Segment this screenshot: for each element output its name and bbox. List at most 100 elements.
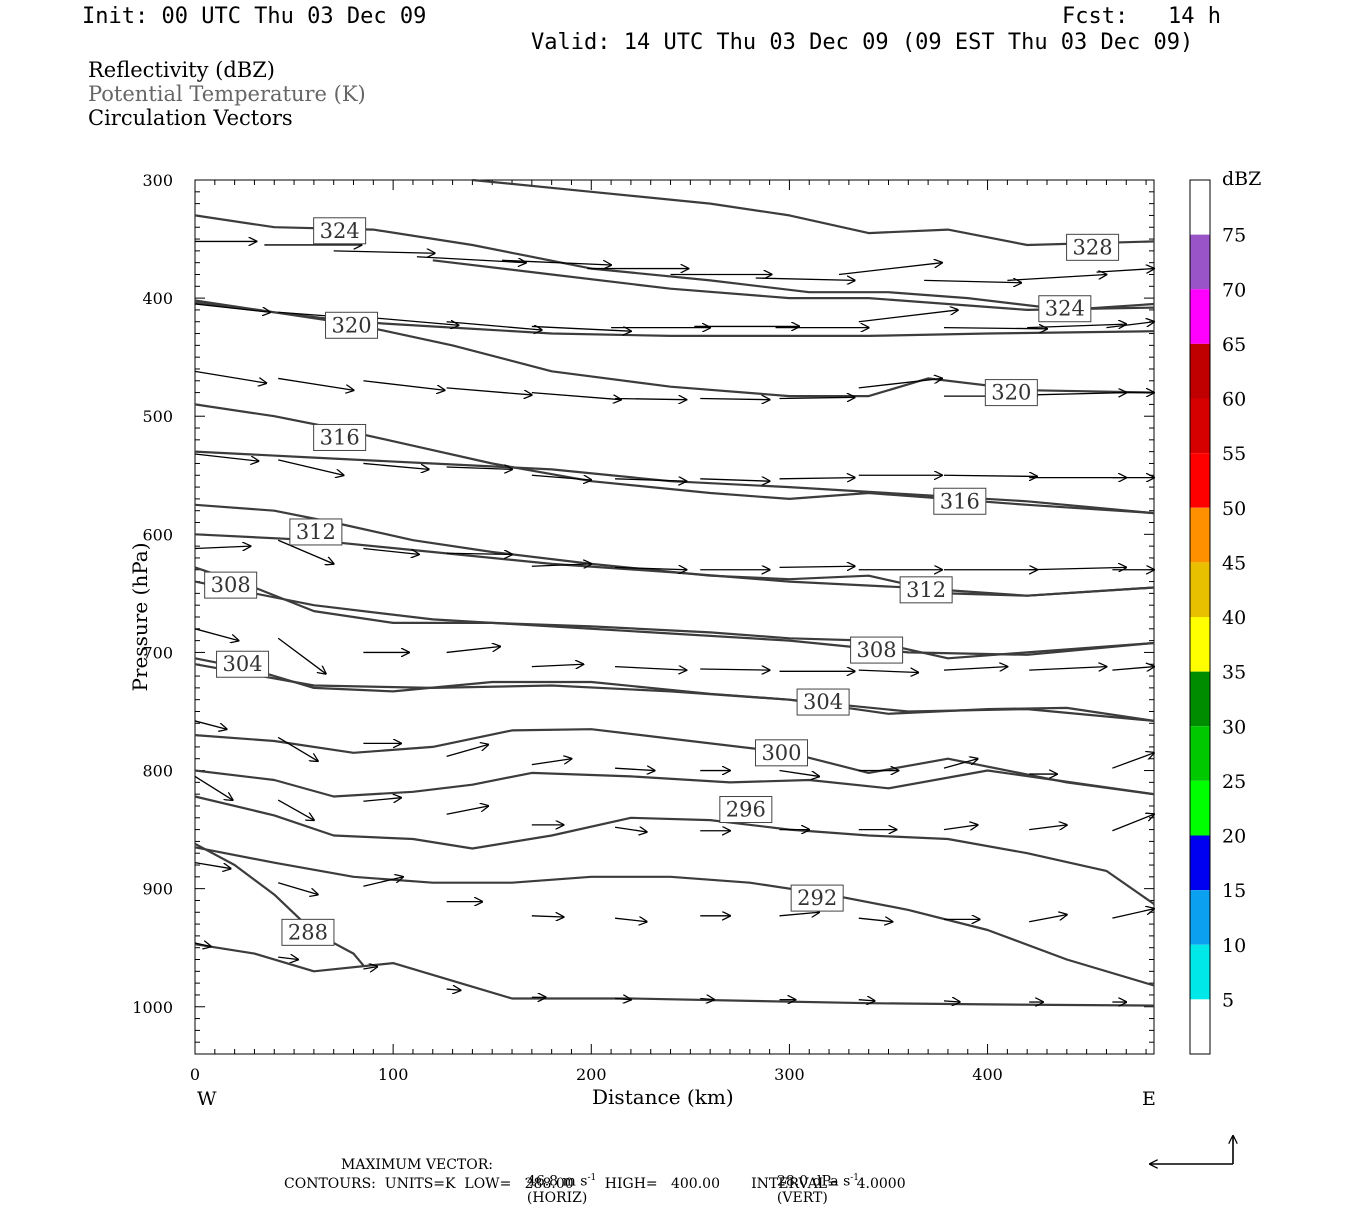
circulation-vector	[531, 916, 564, 917]
forecast-label: Fcst:	[1062, 4, 1129, 29]
legend-potential-temperature: Potential Temperature (K)	[88, 82, 366, 106]
circulation-vector	[779, 566, 855, 567]
colorbar-segment	[1190, 835, 1210, 891]
colorbar-segment	[1190, 343, 1210, 399]
circulation-vector	[363, 316, 458, 325]
circulation-vector	[858, 670, 918, 672]
colorbar-tick-label: 65	[1222, 334, 1246, 356]
theta-contour-312	[194, 533, 1155, 597]
colorbar-tick-label: 70	[1222, 279, 1246, 301]
circulation-vector	[446, 387, 532, 395]
colorbar-segment	[1190, 780, 1210, 836]
theta-contour-308	[194, 566, 1155, 660]
contour-label-text: 320	[991, 381, 1031, 405]
circulation-vector	[363, 877, 403, 887]
circulation-vector	[531, 564, 591, 566]
circulation-vector	[1106, 322, 1154, 329]
colorbar-segment	[1190, 617, 1210, 672]
contour-label-328: 328	[1066, 233, 1120, 261]
circulation-vector	[700, 669, 769, 670]
x-tick-label: 100	[378, 1065, 409, 1084]
circulation-vector	[1096, 269, 1154, 273]
horiz-value: 46.8 m s	[526, 1173, 588, 1190]
horiz-exponent: -1	[587, 1173, 597, 1183]
circulation-vector	[615, 667, 686, 671]
circulation-vector	[858, 378, 942, 389]
y-tick-label: 900	[142, 880, 173, 899]
circulation-vector	[531, 664, 584, 666]
colorbar-tick-label: 10	[1222, 935, 1246, 957]
circulation-vector	[1112, 814, 1154, 832]
plot-border	[194, 179, 1155, 1055]
circulation-vector	[943, 825, 978, 830]
y-tick-label: 300	[142, 171, 173, 190]
colorbar-border	[1189, 179, 1211, 1055]
x-tick-label: 400	[972, 1065, 1003, 1084]
contour-label-text: 288	[288, 920, 328, 944]
colorbar-segment	[1190, 944, 1210, 1000]
circulation-vector	[858, 310, 958, 323]
circulation-vector	[194, 453, 258, 461]
reference-vector	[1150, 1136, 1233, 1164]
y-tick-label: 700	[142, 643, 173, 662]
colorbar-segment	[1190, 726, 1210, 781]
circulation-vector	[531, 325, 631, 331]
colorbar-segment	[1190, 453, 1210, 508]
contour-label-text: 308	[857, 638, 897, 662]
contour-label-308: 308	[850, 636, 904, 664]
contour-label-text: 328	[1073, 235, 1113, 259]
theta-contour-292	[194, 846, 1155, 987]
contour-label-316: 316	[933, 487, 987, 515]
contour-label-text: 316	[940, 489, 980, 513]
colorbar-segment	[1190, 398, 1210, 454]
contour-label-text: 316	[320, 425, 360, 449]
theta-contour-320	[194, 301, 1155, 337]
circulation-vector	[277, 539, 333, 564]
contour-label-text: 324	[1045, 297, 1085, 321]
circulation-vector	[1029, 915, 1067, 923]
circulation-vector	[194, 303, 270, 312]
x-tick-label: 300	[774, 1065, 805, 1084]
theta-contour-304	[194, 657, 1155, 722]
contour-label-304: 304	[216, 650, 270, 678]
theta-contour-288	[194, 842, 365, 967]
circulation-vector	[1029, 567, 1126, 569]
circulation-vector	[779, 478, 855, 479]
x-axis-right-end: E	[1142, 1088, 1156, 1110]
contour-label-text: 300	[761, 741, 801, 765]
circulation-vector	[531, 391, 621, 400]
contour-label-text: 312	[906, 578, 946, 602]
circulation-vector	[277, 736, 318, 761]
valid-time: Valid: 14 UTC Thu 03 Dec 09 (09 EST Thu …	[531, 30, 1194, 55]
circulation-vector	[194, 720, 227, 729]
contour-label-text: 304	[223, 652, 263, 676]
contour-label-308: 308	[204, 571, 258, 599]
circulation-vector	[363, 462, 428, 469]
colorbar-segment	[1190, 562, 1210, 617]
contour-label-312: 312	[899, 576, 953, 604]
circulation-vector	[779, 397, 855, 398]
contour-label-292: 292	[790, 884, 844, 912]
circulation-vector	[1112, 753, 1154, 769]
circulation-vector	[278, 882, 318, 895]
circulation-vector	[700, 998, 714, 999]
circulation-vector	[700, 399, 769, 400]
legend-circulation-vectors: Circulation Vectors	[88, 106, 293, 130]
theta-contour-312	[194, 503, 1155, 597]
circulation-vector	[277, 637, 326, 673]
contour-label-320: 320	[325, 311, 379, 339]
circulation-vector	[446, 647, 500, 654]
circulation-vector	[502, 259, 611, 265]
colorbar-segment	[1190, 999, 1210, 1054]
theta-contour-304	[194, 663, 1155, 722]
theta-contour-324	[432, 259, 1155, 311]
circulation-vector	[363, 380, 444, 390]
colorbar-segment	[1190, 671, 1210, 727]
vert-value: 28.0 dPa s	[776, 1173, 851, 1190]
circulation-vector	[615, 998, 631, 999]
contour-label-288: 288	[281, 918, 335, 946]
circulation-vector	[278, 459, 343, 475]
circulation-vector	[194, 628, 239, 641]
circulation-vector	[615, 479, 686, 481]
